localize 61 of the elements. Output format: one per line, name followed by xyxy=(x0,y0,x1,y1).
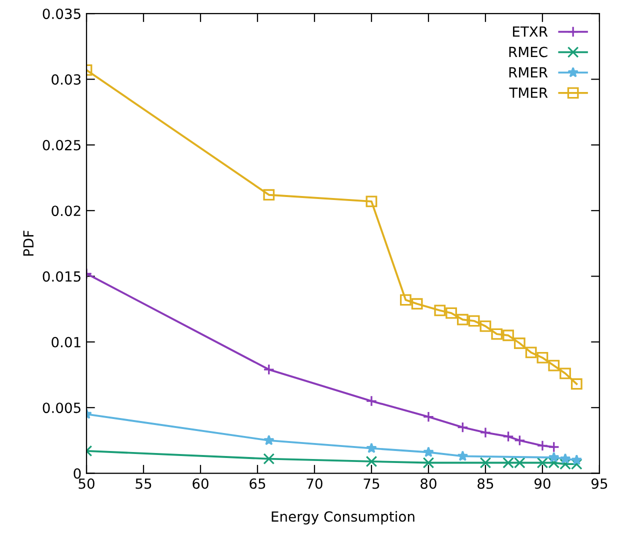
point xyxy=(366,196,378,208)
y-tick-label: 0.02 xyxy=(52,206,80,216)
y-tick-label: 0.005 xyxy=(42,402,80,414)
y-tick-label: 0.01 xyxy=(52,336,80,348)
point xyxy=(560,368,571,380)
point xyxy=(468,315,480,327)
point xyxy=(514,434,526,446)
legend-label: ETXR xyxy=(513,26,548,37)
y-tick-label: 0 xyxy=(74,468,81,479)
point xyxy=(548,452,560,462)
point xyxy=(502,430,514,442)
point xyxy=(536,352,548,364)
x-tick-label: 80 xyxy=(420,478,436,489)
y-axis-title: PDF xyxy=(23,230,34,256)
point xyxy=(571,454,582,465)
y-tick-label: 0.025 xyxy=(42,140,80,150)
point xyxy=(456,422,468,434)
point xyxy=(491,328,503,340)
point xyxy=(536,440,548,452)
point xyxy=(480,426,492,438)
point xyxy=(366,456,378,468)
y-tick-label: 0.03 xyxy=(52,74,81,85)
point xyxy=(548,441,560,453)
point xyxy=(263,189,275,201)
y-tick-label: 0.015 xyxy=(42,271,80,282)
x-axis-title: Energy Consumption xyxy=(272,511,414,524)
point xyxy=(548,360,560,372)
legend-label: RMEC xyxy=(509,46,548,58)
y-tick-label: 0.035 xyxy=(42,8,80,20)
point xyxy=(480,457,492,468)
point xyxy=(480,320,492,332)
point xyxy=(456,314,468,326)
point xyxy=(366,395,378,407)
point xyxy=(263,364,275,376)
point xyxy=(400,294,412,306)
point xyxy=(502,330,514,342)
point xyxy=(366,442,377,454)
x-tick-label: 90 xyxy=(534,478,550,489)
x-tick-label: 50 xyxy=(78,478,94,489)
x-tick-label: 55 xyxy=(136,478,152,489)
point xyxy=(411,298,423,310)
point xyxy=(525,346,537,358)
x-tick-label: 75 xyxy=(364,478,380,489)
point xyxy=(570,378,582,390)
x-tick-label: 70 xyxy=(306,478,322,489)
x-tick-label: 85 xyxy=(478,478,494,489)
x-tick-label: 60 xyxy=(192,478,208,489)
point xyxy=(422,457,434,468)
point xyxy=(422,411,434,422)
point xyxy=(560,453,571,464)
point xyxy=(263,434,274,446)
legend-label: RMER xyxy=(509,67,548,78)
point xyxy=(423,446,434,458)
x-tick-label: 65 xyxy=(250,478,266,489)
point xyxy=(434,304,446,316)
point xyxy=(457,450,468,461)
point xyxy=(446,307,457,319)
legend-label: TMER xyxy=(509,88,548,98)
x-tick-label: 95 xyxy=(592,478,608,489)
point xyxy=(514,338,526,349)
point xyxy=(263,453,275,465)
